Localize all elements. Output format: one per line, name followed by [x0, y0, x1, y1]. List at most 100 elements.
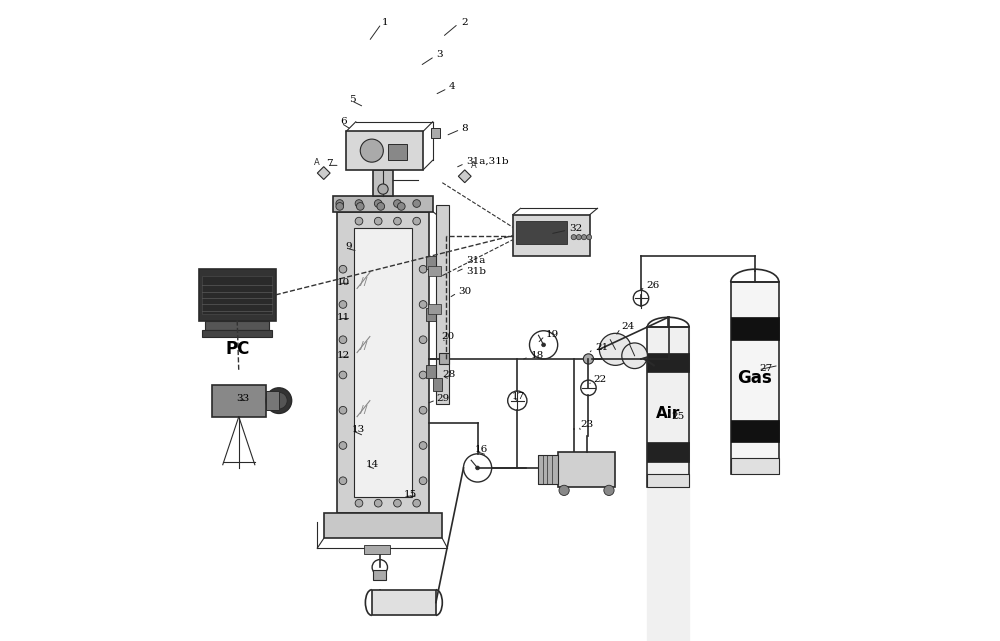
Circle shape — [419, 442, 427, 449]
Bar — [337, 212, 429, 513]
Circle shape — [378, 184, 388, 194]
Text: //: // — [360, 341, 367, 351]
Text: 30: 30 — [458, 287, 472, 296]
Circle shape — [374, 217, 382, 225]
Text: 16: 16 — [474, 445, 488, 454]
Bar — [426, 256, 436, 269]
Bar — [426, 308, 436, 320]
Circle shape — [419, 406, 427, 414]
Circle shape — [339, 477, 347, 485]
Bar — [373, 570, 386, 580]
Circle shape — [581, 235, 587, 240]
Text: 31a,31b: 31a,31b — [467, 157, 509, 166]
Text: 22: 22 — [593, 375, 606, 384]
Circle shape — [599, 333, 631, 365]
Bar — [731, 458, 779, 474]
Circle shape — [336, 203, 344, 210]
Circle shape — [419, 371, 427, 379]
Bar — [436, 205, 449, 404]
Text: 8: 8 — [462, 124, 468, 133]
Text: 19: 19 — [546, 330, 559, 339]
Circle shape — [339, 371, 347, 379]
Text: 26: 26 — [646, 281, 659, 290]
Text: Air: Air — [656, 406, 680, 421]
Circle shape — [542, 343, 546, 347]
Bar — [333, 196, 433, 212]
Circle shape — [355, 217, 363, 225]
Bar — [431, 128, 440, 138]
Text: 33: 33 — [236, 394, 249, 403]
Circle shape — [583, 354, 594, 364]
Circle shape — [355, 499, 363, 507]
Circle shape — [633, 290, 649, 306]
Bar — [346, 131, 423, 170]
Bar — [388, 144, 407, 160]
Circle shape — [360, 139, 383, 162]
Circle shape — [413, 200, 421, 208]
Text: //: // — [360, 405, 367, 415]
Text: 24: 24 — [622, 322, 635, 331]
Text: 10: 10 — [337, 278, 350, 287]
Text: 32: 32 — [569, 224, 582, 233]
Polygon shape — [317, 167, 330, 179]
Circle shape — [271, 392, 287, 409]
Bar — [513, 215, 590, 256]
Text: 5: 5 — [349, 95, 356, 104]
Text: 6: 6 — [340, 117, 346, 126]
Circle shape — [336, 200, 344, 208]
Bar — [558, 452, 615, 487]
Bar — [731, 420, 779, 442]
Text: 1: 1 — [381, 18, 388, 27]
Text: 9: 9 — [345, 242, 352, 251]
Circle shape — [413, 217, 421, 225]
Bar — [538, 455, 558, 484]
Bar — [202, 276, 272, 314]
Text: 31a
31b: 31a 31b — [467, 256, 487, 276]
Bar — [202, 330, 272, 337]
Bar — [324, 513, 442, 538]
Circle shape — [559, 485, 569, 495]
Text: 18: 18 — [531, 351, 544, 360]
Text: 17: 17 — [512, 392, 525, 401]
Circle shape — [413, 499, 421, 507]
Text: 3: 3 — [436, 50, 443, 59]
Bar — [266, 391, 279, 410]
Bar — [433, 378, 442, 391]
Text: //: // — [360, 277, 367, 287]
Text: 15: 15 — [404, 490, 417, 499]
Circle shape — [587, 235, 592, 240]
Circle shape — [339, 301, 347, 308]
Bar — [212, 385, 266, 417]
Text: 4: 4 — [449, 82, 455, 91]
Circle shape — [377, 203, 385, 210]
Circle shape — [397, 203, 405, 210]
Text: 29: 29 — [436, 394, 449, 403]
Text: 25: 25 — [672, 412, 685, 421]
Circle shape — [508, 391, 527, 410]
Bar — [372, 590, 436, 615]
Text: 27: 27 — [760, 364, 773, 373]
Circle shape — [355, 200, 363, 208]
Circle shape — [463, 454, 492, 482]
Circle shape — [529, 331, 558, 359]
Polygon shape — [458, 170, 471, 183]
Bar — [426, 365, 436, 378]
Circle shape — [419, 477, 427, 485]
Text: A: A — [313, 158, 319, 167]
Circle shape — [394, 217, 401, 225]
Bar — [647, 442, 689, 462]
Bar — [731, 282, 779, 474]
Circle shape — [419, 301, 427, 308]
Text: 7: 7 — [326, 159, 332, 168]
Circle shape — [266, 388, 292, 413]
Bar — [205, 320, 269, 330]
Text: 11: 11 — [337, 313, 350, 322]
Bar — [354, 228, 412, 497]
Text: PC: PC — [225, 340, 249, 358]
Bar — [373, 170, 393, 196]
Circle shape — [604, 485, 614, 495]
Circle shape — [419, 336, 427, 344]
Bar — [647, 474, 689, 487]
Circle shape — [581, 380, 596, 395]
Circle shape — [476, 466, 479, 470]
